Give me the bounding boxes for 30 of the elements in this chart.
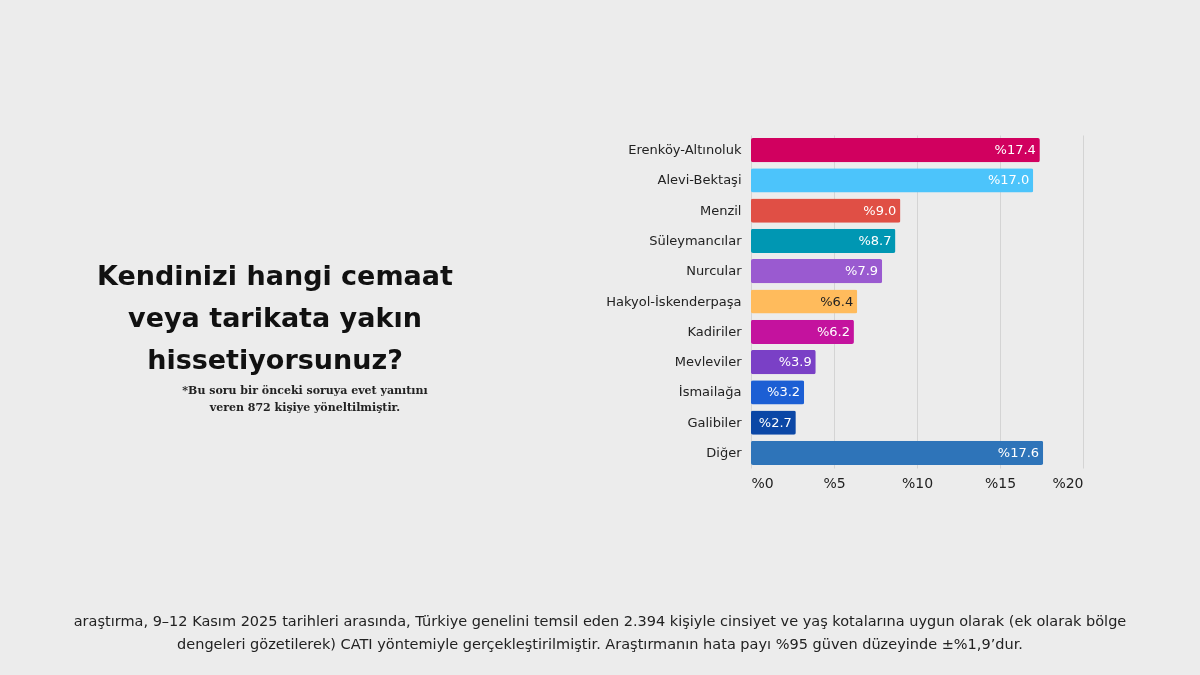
- x-tick-label: %20: [1052, 474, 1084, 491]
- y-tick-label: Galibiler: [687, 414, 743, 430]
- y-tick-label: Mevleviler: [674, 354, 743, 370]
- data-label: %17.6: [997, 444, 1040, 460]
- data-label: %7.9: [845, 263, 879, 279]
- y-tick-label: Diğer: [706, 444, 743, 460]
- y-tick-label: Hakyol-İskenderpaşa: [606, 293, 742, 309]
- data-label: %17.0: [987, 172, 1030, 188]
- data-label: %8.7: [858, 232, 892, 248]
- data-label: %9.0: [863, 202, 897, 218]
- y-tick-label: Kadiriler: [687, 323, 743, 339]
- x-tick-label: %10: [901, 474, 934, 491]
- y-tick-label: Süleymancılar: [649, 232, 743, 248]
- y-tick-label: Nurcular: [686, 263, 743, 279]
- y-tick-label: Menzil: [699, 202, 742, 218]
- data-label: %17.4: [994, 142, 1036, 158]
- x-tick-label: %15: [984, 474, 1017, 491]
- x-tick-label: %5: [823, 474, 846, 491]
- y-tick-label: Erenköy-Altınoluk: [628, 142, 742, 158]
- data-label: %6.4: [820, 293, 854, 309]
- data-label: %3.2: [767, 384, 801, 400]
- y-tick-label: Alevi-Bektaşi: [657, 172, 742, 188]
- text: Kendinizi hangi cemaat veya tarikata yakın hissetiyorsunuz?: [96, 259, 454, 377]
- y-tick-label: İsmailağa: [678, 384, 742, 400]
- text: araştırma, 9–12 Kasım 2025 tarihleri arasında, Türkiye genelini temsil eden 2.394 kişiyle cinsiyet ve yaş kotalarına uygun olarak (ek olarak bölge dengeleri gözetilerek) CATI yöntemiyle gerçekleştirilmiştir. Araştırmanın hata payı %95 güven düzeyinde ±%1,9’dur.: [72, 612, 1128, 654]
- data-label: %6.2: [816, 323, 850, 339]
- data-label: %3.9: [778, 354, 812, 370]
- text: *Bu soru bir önceki soruya evet yanıtını veren 872 kişiye yöneltilmiştir.: [181, 383, 429, 416]
- data-label: %2.7: [758, 414, 792, 430]
- x-tick-label: %0: [751, 474, 774, 491]
